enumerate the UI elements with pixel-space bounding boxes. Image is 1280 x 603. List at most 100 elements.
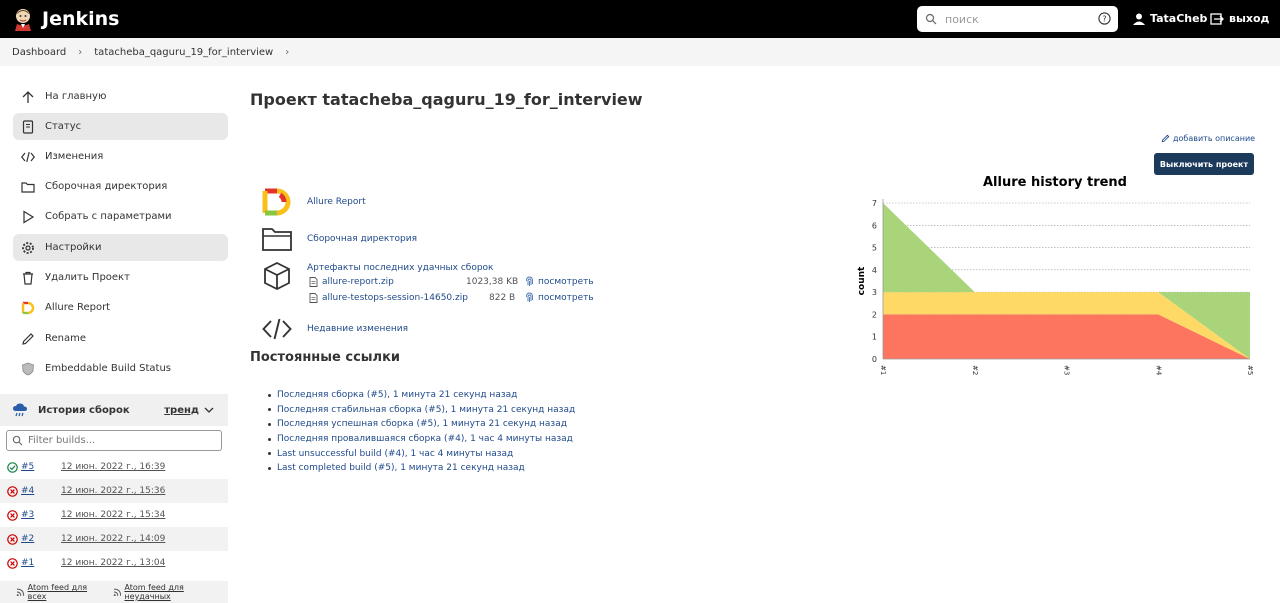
list-item: Last unsuccessful build (#4), 1 час 4 ми… <box>268 446 575 461</box>
view-fingerprint-link[interactable]: посмотреть <box>538 276 594 287</box>
allure-icon <box>262 188 291 216</box>
sidebar-item-build-with-params[interactable]: Собрать с параметрами <box>13 203 228 230</box>
x-tick-label: #1 <box>879 365 887 375</box>
chevron-right-icon[interactable]: › <box>285 46 290 58</box>
breadcrumb-project[interactable]: tatacheba_qaguru_19_for_interview <box>94 46 274 58</box>
badge-icon <box>22 362 34 375</box>
build-number-link[interactable]: #4 <box>21 486 35 496</box>
code-icon <box>262 318 292 340</box>
logout-label: выход <box>1229 12 1270 25</box>
atom-feed-failures-link[interactable]: Atom feed для неудачных <box>113 583 228 601</box>
sidebar-item-changes[interactable]: Изменения <box>13 143 228 170</box>
table-row: #1 12 июн. 2022 г., 13:04 <box>0 551 228 575</box>
help-icon[interactable]: ? <box>1098 12 1111 25</box>
sidebar-item-delete[interactable]: Удалить Проект <box>13 264 228 291</box>
table-row: #3 12 июн. 2022 г., 15:34 <box>0 503 228 527</box>
sidebar-item-embeddable-build-status[interactable]: Embeddable Build Status <box>13 355 228 382</box>
y-tick-label: 4 <box>872 266 877 275</box>
search-input[interactable] <box>945 12 1095 26</box>
arrow-up-icon <box>22 90 34 103</box>
table-row: #2 12 июн. 2022 г., 14:09 <box>0 527 228 551</box>
list-item: Последняя сборка (#5), 1 минута 21 секун… <box>268 388 575 403</box>
artifact-link[interactable]: allure-testops-session-14650.zip <box>322 293 468 303</box>
chart-area-series <box>883 292 1250 359</box>
filter-builds-box[interactable] <box>6 430 222 451</box>
build-date-link[interactable]: 12 июн. 2022 г., 14:09 <box>61 534 166 544</box>
trend-link[interactable]: тренд <box>164 405 214 416</box>
permalink[interactable]: Последняя провалившаяся сборка (#4), 1 ч… <box>277 434 573 445</box>
disable-project-button[interactable]: Выключить проект <box>1154 153 1254 175</box>
artifact-link[interactable]: allure-report.zip <box>322 277 394 287</box>
permalink[interactable]: Последняя сборка (#5), 1 минута 21 секун… <box>277 390 518 401</box>
failed-icon <box>7 509 18 521</box>
file-icon <box>309 293 318 303</box>
build-number-link[interactable]: #5 <box>21 462 35 472</box>
filter-builds-input[interactable] <box>28 435 218 446</box>
user-icon <box>1133 13 1145 25</box>
chart-title: Allure history trend <box>983 175 1127 190</box>
artifacts-row <box>262 261 307 291</box>
sidebar-item-status[interactable]: Статус <box>13 113 228 140</box>
allure-report-link[interactable]: Allure Report <box>307 197 366 207</box>
add-description-link[interactable]: добавить описание <box>1161 134 1255 143</box>
permalink[interactable]: Last unsuccessful build (#4), 1 час 4 ми… <box>277 448 514 459</box>
search-icon <box>925 13 937 25</box>
allure-trend-chart[interactable]: 0 1 2 3 4 5 6 7 #1 #2 #3 #4 #5 count <box>850 192 1260 382</box>
sidebar-item-label: Изменения <box>45 151 104 162</box>
list-item: Последняя провалившаяся сборка (#4), 1 ч… <box>268 432 575 447</box>
allure-icon <box>21 301 35 314</box>
breadcrumb: Dashboard › tatacheba_qaguru_19_for_inte… <box>0 38 1280 66</box>
pencil-icon <box>22 332 34 345</box>
build-date-link[interactable]: 12 июн. 2022 г., 15:34 <box>61 510 166 520</box>
build-number-link[interactable]: #1 <box>21 558 35 568</box>
permalink[interactable]: Последняя успешная сборка (#5), 1 минута… <box>277 419 567 430</box>
recent-changes-link[interactable]: Недавние изменения <box>307 324 409 334</box>
build-date-link[interactable]: 12 июн. 2022 г., 13:04 <box>61 558 166 568</box>
build-date-link[interactable]: 12 июн. 2022 г., 15:36 <box>61 486 166 496</box>
y-tick-label: 2 <box>872 310 877 319</box>
view-fingerprint-link[interactable]: посмотреть <box>538 292 594 303</box>
list-item: allure-testops-session-14650.zip <box>309 293 468 303</box>
sidebar-item-configure[interactable]: Настройки <box>13 234 228 261</box>
sidebar-item-label: На главную <box>45 91 107 102</box>
fingerprint-icon <box>526 292 533 302</box>
sidebar-item-home[interactable]: На главную <box>13 83 228 110</box>
folder-icon <box>262 228 292 251</box>
gear-icon <box>22 241 34 254</box>
sidebar-item-workspace[interactable]: Сборочная директория <box>13 173 228 200</box>
recent-changes-row: Недавние изменения <box>262 314 408 344</box>
file-icon <box>309 277 318 287</box>
artifact-size: 822 B <box>489 293 516 303</box>
atom-feeds: Atom feed для всех Atom feed для неудачн… <box>0 581 228 603</box>
atom-feed-all-link[interactable]: Atom feed для всех <box>16 583 105 601</box>
y-tick-label: 3 <box>872 288 877 297</box>
permalink[interactable]: Last completed build (#5), 1 минута 21 с… <box>277 463 525 474</box>
workspace-link[interactable]: Сборочная директория <box>307 234 418 244</box>
play-icon <box>23 209 35 224</box>
build-number-link[interactable]: #2 <box>21 534 35 544</box>
list-item: Последняя стабильная сборка (#5), 1 мину… <box>268 403 575 418</box>
chevron-right-icon: › <box>78 46 83 58</box>
y-tick-label: 5 <box>872 244 877 253</box>
jenkins-logo[interactable]: Jenkins <box>12 7 119 31</box>
logout-button[interactable]: выход <box>1210 12 1269 25</box>
fingerprint-icon <box>526 276 533 286</box>
chart-area-series <box>883 203 1250 359</box>
permalink[interactable]: Последняя стабильная сборка (#5), 1 мину… <box>277 404 576 415</box>
search-box[interactable]: ? <box>917 6 1118 32</box>
sidebar-item-allure-report[interactable]: Allure Report <box>13 294 228 321</box>
user-menu[interactable]: TataCheb <box>1133 12 1207 25</box>
sidebar-item-label: Собрать с параметрами <box>45 211 172 222</box>
permalinks-title: Постоянные ссылки <box>250 350 401 365</box>
sidebar-item-rename[interactable]: Rename <box>13 325 228 352</box>
chart-area-series <box>883 314 1250 359</box>
build-date-link[interactable]: 12 июн. 2022 г., 16:39 <box>61 462 166 472</box>
breadcrumb-dashboard[interactable]: Dashboard <box>12 46 67 58</box>
logout-icon <box>1210 12 1224 25</box>
artifacts-section: Артефакты последних удачных сборок <box>307 262 494 273</box>
artifacts-link[interactable]: Артефакты последних удачных сборок <box>307 263 494 273</box>
y-tick-label: 6 <box>872 221 877 230</box>
code-icon <box>21 151 35 162</box>
failed-icon <box>7 485 18 497</box>
build-number-link[interactable]: #3 <box>21 510 35 520</box>
